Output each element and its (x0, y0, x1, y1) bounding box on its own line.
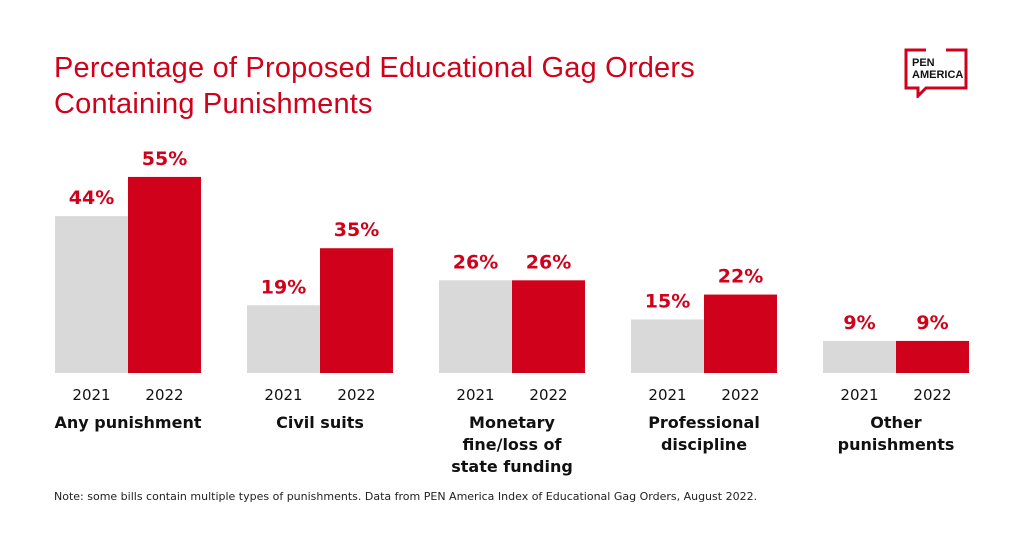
category-label: Other (870, 413, 921, 432)
bar-2022 (320, 248, 393, 373)
category-label: Monetary (469, 413, 555, 432)
footnote: Note: some bills contain multiple types … (54, 490, 758, 503)
category-label: discipline (661, 435, 747, 454)
pen-america-logo: PEN AMERICA (904, 48, 970, 98)
bar-2021 (631, 319, 704, 373)
category-label: Civil suits (276, 413, 364, 432)
x-tick-label: 2021 (840, 386, 878, 404)
data-label: 44% (69, 187, 114, 209)
data-label: 35% (334, 219, 379, 241)
bar-2021 (823, 340, 896, 373)
category-label: state funding (451, 457, 573, 476)
data-label: 22% (718, 266, 763, 288)
bar-2022 (512, 280, 585, 373)
x-tick-label: 2021 (72, 386, 110, 404)
x-tick-label: 2022 (913, 386, 951, 404)
title-line-2: Containing Punishments (54, 88, 373, 120)
x-tick-label: 2021 (456, 386, 494, 404)
x-tick-label: 2022 (529, 386, 567, 404)
bar-2021 (247, 305, 320, 373)
bar-2021 (55, 216, 128, 373)
x-tick-label: 2021 (648, 386, 686, 404)
x-tick-label: 2022 (145, 386, 183, 404)
category-label: Professional (648, 413, 760, 432)
x-tick-label: 2021 (264, 386, 302, 404)
category-label: Any punishment (55, 413, 202, 432)
chart-title: Percentage of Proposed Educational Gag O… (54, 50, 695, 122)
data-label: 26% (526, 251, 571, 273)
x-tick-label: 2022 (337, 386, 375, 404)
bar-2022 (896, 340, 969, 373)
data-label: 19% (261, 276, 306, 298)
bar-2022 (704, 294, 777, 373)
category-label: punishments (838, 435, 955, 454)
data-label: 55% (142, 148, 187, 170)
title-line-1: Percentage of Proposed Educational Gag O… (54, 52, 695, 84)
bar-2021 (439, 280, 512, 373)
bar-2022 (128, 176, 201, 373)
x-tick-label: 2022 (721, 386, 759, 404)
data-label: 26% (453, 251, 498, 273)
category-label: fine/loss of (463, 435, 563, 454)
data-label: 9% (916, 312, 948, 334)
data-label: 9% (843, 312, 875, 334)
data-label: 15% (645, 291, 690, 313)
